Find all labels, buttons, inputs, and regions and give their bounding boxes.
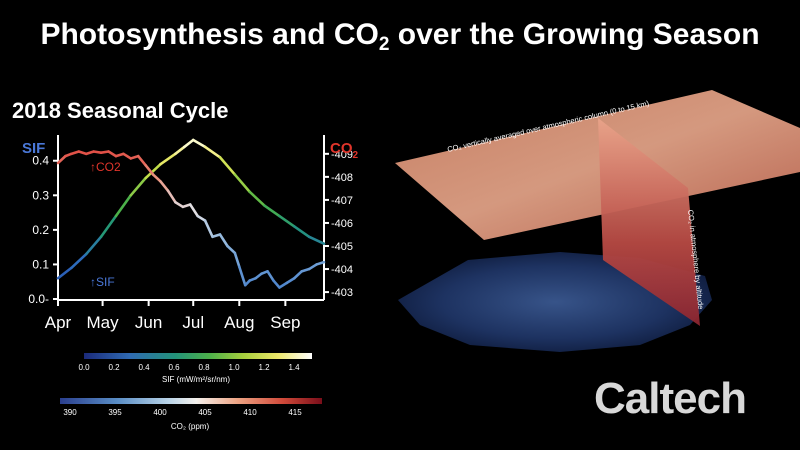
series-co2-segment [188,203,199,218]
series-sif-segment [99,214,118,239]
series-sif-segment [263,204,281,218]
x-tick-label: Aug [224,313,254,332]
left-tick-label: 0.1 [32,257,49,271]
caltech-logo: Caltech [594,374,747,423]
x-tick-label: Apr [45,313,72,332]
x-tick-label: Jun [135,313,162,332]
left-tick-label: 0.2 [32,223,49,237]
series-co2-segment [144,164,155,176]
colorbar-tick-label: 0.8 [198,363,210,372]
colorbar-tick-label: 390 [63,408,77,417]
series-layer [56,138,326,289]
series-co2-segment [122,152,133,160]
series-co2-segment [196,214,207,222]
x-tick-label: Sep [270,313,300,332]
colorbar-tick-label: 395 [108,408,122,417]
right-tick-label: -406 [331,218,353,230]
right-tick-label: -409 [331,149,353,161]
altitude-co2-plane [598,118,700,326]
series-sif-segment [307,235,326,245]
series-sif-segment [203,145,222,159]
series-co2-segment [56,154,67,165]
series-sif-segment [114,194,133,218]
series-co2-segment [266,270,275,282]
colorbar-tick-label: 1.2 [258,363,270,372]
series-sif-segment [129,176,147,197]
series-co2-segment [136,154,147,167]
series-sif-segment [144,162,162,180]
series-sif-segment [233,173,251,194]
series-co2-segment [307,263,318,271]
colorbar-tick-label: 0.0 [78,363,90,372]
left-tick-label: 0.0- [28,292,49,306]
right-axis-ticks: -403 -404 -405 -406 -407 -408 -409 [324,149,353,299]
right-axis-label: CO2 [330,140,359,161]
colorbar-tick-label: 400 [153,408,167,417]
colorbar-tick-label: 0.6 [168,363,180,372]
right-tick-label: -408 [331,172,353,184]
series-co2-segment [278,281,289,289]
series-co2-segment [285,276,296,285]
x-axis-ticks: Apr May Jun Jul Aug Sep [45,300,300,332]
series-sif-segment [218,155,237,176]
series-sif-segment [248,190,266,207]
series-co2-segment [107,150,118,158]
sif-colorbar-label: SIF (mW/m²/sr/nm) [162,375,230,384]
x-tick-label: May [87,313,120,332]
co2-curve-label: ↑CO2 [90,160,121,174]
co2-colorbar-ticks: 390 395 400 405 410 415 [63,408,302,417]
colorbar-tick-label: 415 [288,408,302,417]
sif-colorbar-ticks: 0.0 0.2 0.4 0.6 0.8 1.0 1.2 1.4 [78,363,300,372]
series-sif-segment [84,235,103,256]
series-co2-segment [151,173,162,183]
chart-title: 2018 Seasonal Cycle [12,98,229,123]
series-co2-segment [315,260,326,266]
left-tick-label: 0.3 [32,188,49,202]
colorbar-tick-label: 0.4 [138,363,150,372]
co2-colorbar [60,398,322,404]
colorbar-tick-label: 1.0 [228,363,240,372]
atmosphere-3d-map: CO₂ vertically averaged over atmospheric… [395,90,800,352]
series-co2-segment [292,270,304,280]
x-tick-label: Jul [182,313,204,332]
column-co2-plane [395,90,800,240]
series-co2-segment [174,200,185,209]
series-co2-segment [203,219,214,239]
sif-curve-label: ↑SIF [90,275,115,289]
series-sif-segment [183,138,195,149]
co2-colorbar-label: CO₂ (ppm) [171,422,210,431]
page-title: Photosynthesis and CO2 over the Growing … [40,18,760,55]
colorbar-tick-label: 405 [198,408,212,417]
right-tick-label: -407 [331,195,353,207]
series-sif-segment [174,145,186,156]
sif-colorbar [84,353,312,359]
left-tick-label: 0.4 [32,154,49,168]
series-co2-segment [272,279,281,289]
right-tick-label: -403 [331,287,353,299]
series-sif-segment [191,138,207,149]
right-tick-label: -404 [331,264,353,276]
series-co2-segment [233,251,241,269]
series-sif-segment [70,252,88,270]
series-co2-segment [159,180,170,192]
right-tick-label: -405 [331,241,353,253]
series-sif-segment [278,214,296,228]
series-co2-segment [226,244,237,255]
colorbar-tick-label: 1.4 [288,363,300,372]
colorbar-tick-label: 0.2 [108,363,120,372]
left-axis-label: SIF [22,140,45,157]
series-co2-segment [237,265,247,287]
series-sif-segment [56,266,73,280]
colorbar-tick-label: 410 [243,408,257,417]
series-co2-segment [166,189,177,204]
series-sif-segment [292,225,311,239]
series-sif-segment [159,152,177,166]
series-co2-segment [218,233,229,248]
left-axis-ticks: 0.0- 0.1 0.2 0.3 0.4 [28,154,58,306]
